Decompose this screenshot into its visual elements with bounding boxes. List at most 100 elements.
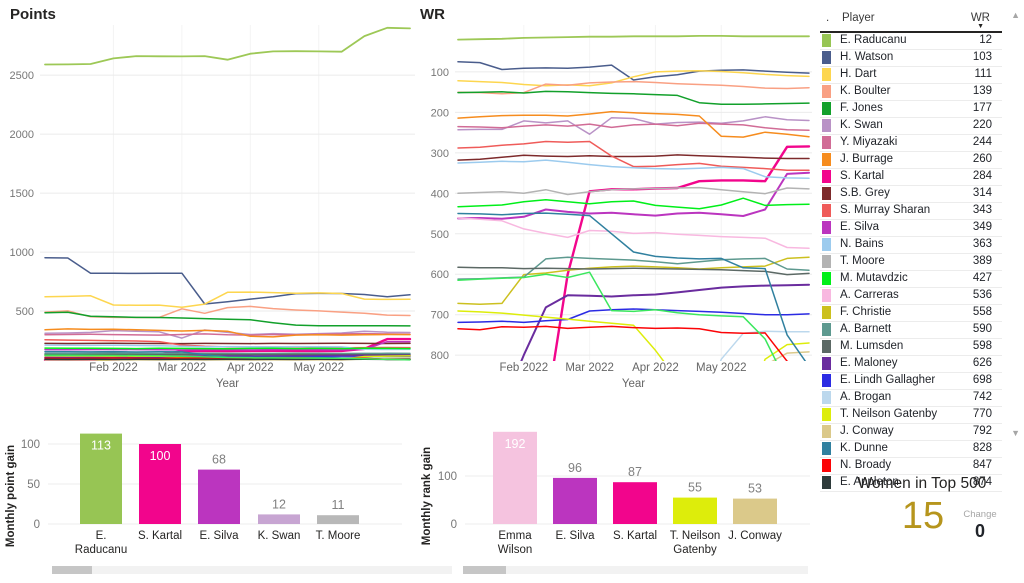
table-row[interactable]: S. Kartal 284	[820, 169, 1002, 186]
series-line-j-burrage[interactable]	[457, 110, 810, 138]
table-row[interactable]: T. Neilson Gatenby 770	[820, 407, 1002, 424]
series-line-s-b-grey[interactable]	[457, 154, 810, 161]
bar-e-raducanu[interactable]	[80, 433, 122, 524]
table-row[interactable]: F. Christie 558	[820, 305, 1002, 322]
series-line-e-silva[interactable]	[457, 171, 810, 220]
series-line-m-mutavdzic[interactable]	[457, 197, 810, 210]
series-line-k-dunne[interactable]	[457, 212, 809, 366]
bar-e-silva[interactable]	[198, 469, 240, 524]
card-value: 15	[901, 495, 945, 537]
table-row[interactable]: E. Maloney 626	[820, 356, 1002, 373]
bar-e-silva[interactable]	[553, 477, 597, 524]
player-wr-value: 314	[972, 187, 992, 199]
player-wr-value: 177	[972, 102, 992, 114]
table-scroll-down-icon[interactable]: ▼	[1011, 428, 1020, 438]
point-gain-scrollbar-thumb[interactable]	[52, 566, 92, 574]
table-row[interactable]: A. Carreras 536	[820, 288, 1002, 305]
series-line-h-watson[interactable]	[44, 256, 411, 305]
bar-value-label: 11	[332, 498, 345, 512]
series-line-f-jones[interactable]	[457, 90, 810, 106]
table-scroll-up-icon[interactable]: ▲	[1011, 10, 1020, 20]
series-line-k-swan[interactable]	[457, 116, 810, 135]
series-line-unlabeled[interactable]	[44, 354, 411, 361]
series-line-h-dart[interactable]	[44, 291, 411, 309]
player-wr-value: 244	[972, 136, 992, 148]
table-row[interactable]: M. Mutavdzic 427	[820, 271, 1002, 288]
player-color-swatch	[822, 170, 831, 183]
series-line-h-dart[interactable]	[457, 69, 810, 87]
series-line-e-raducanu[interactable]	[44, 26, 411, 66]
series-line-e-lindh-gallagher[interactable]	[457, 308, 810, 324]
series-line-m-mutavdzic[interactable]	[44, 347, 411, 350]
table-row[interactable]: M. Lumsden 598	[820, 339, 1002, 356]
bar-j-conway[interactable]	[733, 498, 777, 524]
table-row[interactable]: K. Dunne 828	[820, 441, 1002, 458]
series-line-j-burrage[interactable]	[44, 328, 411, 338]
table-row[interactable]: E. Raducanu 12	[820, 33, 1002, 50]
table-row[interactable]: E. Appleton 874	[820, 475, 1002, 492]
series-line-a-carreras[interactable]	[457, 217, 810, 250]
series-line-t-neilson-gatenby[interactable]	[457, 310, 810, 400]
series-line-m-lumsden[interactable]	[457, 266, 810, 276]
rank-gain-scrollbar-thumb[interactable]	[463, 566, 506, 574]
monthly-rank-gain-bar-chart: 0 100 192 Emma Wilson 96 E. Silva 87 S. Kartal 55…	[410, 400, 824, 583]
player-color-swatch	[822, 357, 831, 370]
player-color-swatch	[822, 204, 831, 217]
series-line-h-watson[interactable]	[457, 61, 810, 81]
series-line-y-miyazaki[interactable]	[457, 122, 810, 131]
table-row[interactable]: A. Barnett 590	[820, 322, 1002, 339]
table-row[interactable]: F. Jones 177	[820, 101, 1002, 118]
series-line-f-christie[interactable]	[457, 256, 810, 305]
bar-t-moore[interactable]	[317, 515, 359, 524]
rank-gain-scrollbar-track[interactable]	[463, 566, 808, 574]
table-row[interactable]: T. Moore 389	[820, 254, 1002, 271]
series-line-unlabeled[interactable]	[457, 271, 809, 400]
bar-s-kartal[interactable]	[613, 482, 657, 524]
table-row[interactable]: A. Brogan 742	[820, 390, 1002, 407]
point-gain-scrollbar-track[interactable]	[52, 566, 452, 574]
table-row[interactable]: J. Conway 792	[820, 424, 1002, 441]
series-line-e-raducanu[interactable]	[457, 35, 810, 41]
series-line-e-maloney[interactable]	[458, 283, 810, 400]
series-line-e-silva[interactable]	[44, 340, 411, 351]
table-row[interactable]: H. Dart 111	[820, 67, 1002, 84]
series-line-n-bains[interactable]	[44, 344, 411, 351]
table-row[interactable]: Y. Miyazaki 244	[820, 135, 1002, 152]
bar-k-swan[interactable]	[258, 514, 300, 524]
series-line-k-swan[interactable]	[44, 329, 411, 339]
series-line-t-moore[interactable]	[457, 186, 810, 196]
sort-descending-icon[interactable]: ▼	[977, 23, 984, 30]
table-row[interactable]: E. Silva 349	[820, 220, 1002, 237]
series-line-n-bains[interactable]	[457, 159, 810, 180]
table-row[interactable]: J. Burrage 260	[820, 152, 1002, 169]
player-wr-value: 12	[979, 34, 992, 46]
player-wr-value: 598	[972, 340, 992, 352]
x-tick-label: Feb 2022	[89, 362, 138, 374]
table-row[interactable]: S. Murray Sharan 343	[820, 203, 1002, 220]
series-line-j-conway[interactable]	[458, 351, 810, 400]
player-name: S. Murray Sharan	[840, 204, 931, 216]
bar-value-label: 12	[272, 497, 286, 511]
table-row[interactable]: E. Lindh Gallagher 698	[820, 373, 1002, 390]
y-tick-label: 800	[431, 350, 449, 362]
player-name: M. Lumsden	[840, 340, 904, 352]
table-row[interactable]: N. Broady 847	[820, 458, 1002, 475]
table-row[interactable]: S.B. Grey 314	[820, 186, 1002, 203]
bar-emma-wilson[interactable]	[493, 431, 537, 524]
table-row[interactable]: K. Boulter 139	[820, 84, 1002, 101]
table-row[interactable]: N. Bains 363	[820, 237, 1002, 254]
player-name: E. Raducanu	[840, 34, 907, 46]
player-wr-value: 220	[972, 119, 992, 131]
series-line-f-jones[interactable]	[44, 311, 411, 327]
table-row[interactable]: K. Swan 220	[820, 118, 1002, 135]
table-row[interactable]: H. Watson 103	[820, 50, 1002, 67]
series-line-n-broady[interactable]	[457, 325, 809, 374]
bar-t-neilson-gatenby[interactable]	[673, 497, 717, 524]
table-header-wr[interactable]: WR	[970, 12, 990, 24]
bar-s-kartal[interactable]	[139, 444, 181, 524]
table-header-player[interactable]: Player	[842, 12, 875, 24]
player-color-swatch	[822, 442, 831, 455]
series-line-s-murray-sharan[interactable]	[457, 140, 810, 171]
series-line-y-miyazaki[interactable]	[44, 332, 411, 336]
player-color-swatch	[822, 255, 831, 268]
